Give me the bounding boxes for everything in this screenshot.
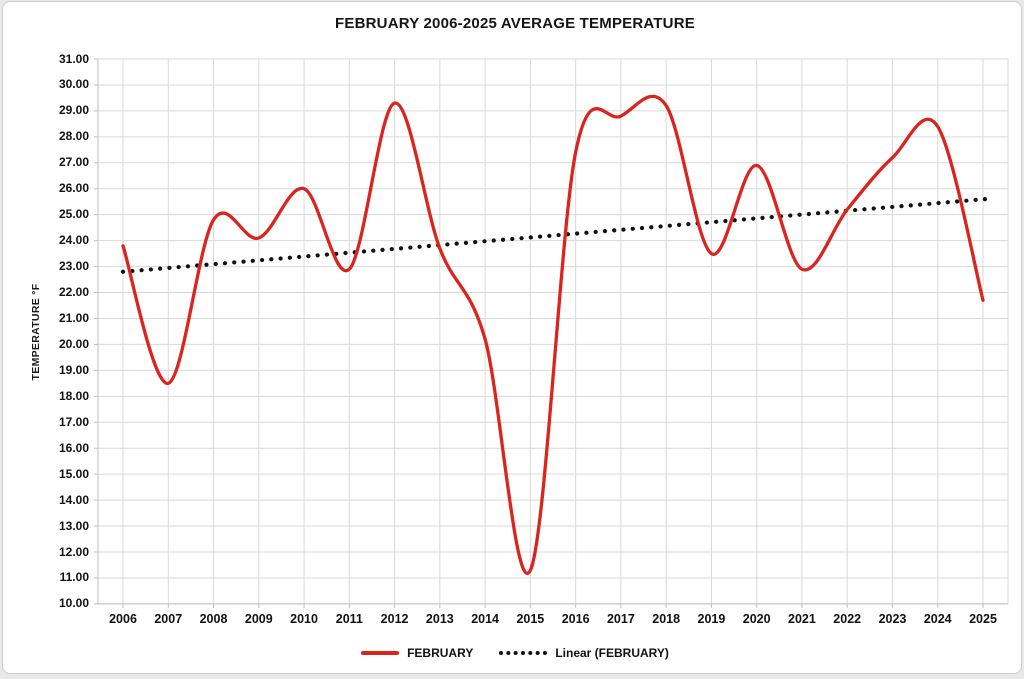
x-tick-label: 2024 xyxy=(923,612,952,626)
y-tick-label: 28.00 xyxy=(58,129,89,144)
legend-item-linear: Linear (FEBRUARY) xyxy=(499,646,669,660)
x-tick-label: 2015 xyxy=(516,612,545,626)
y-tick-label: 20.00 xyxy=(58,336,89,351)
plot-area xyxy=(94,58,1009,608)
x-tick-label: 2025 xyxy=(969,612,997,626)
y-tick-label: 23.00 xyxy=(58,259,89,274)
x-tick-label: 2010 xyxy=(290,612,318,626)
x-tick-label: 2006 xyxy=(109,612,137,626)
x-tick-label: 2012 xyxy=(380,612,409,626)
february-series-line xyxy=(121,94,985,575)
gridlines xyxy=(98,58,1009,605)
x-tick-label: 2017 xyxy=(606,612,635,626)
y-tick-label: 15.00 xyxy=(58,466,89,481)
x-tick-label: 2008 xyxy=(199,612,228,626)
x-tick-label: 2007 xyxy=(154,612,183,626)
y-tick-label: 29.00 xyxy=(58,103,89,118)
legend-item-february: FEBRUARY xyxy=(361,646,473,660)
y-tick-label: 11.00 xyxy=(59,570,89,585)
x-tick-label: 2020 xyxy=(742,612,771,626)
y-tick-label: 17.00 xyxy=(58,414,89,429)
linear-trend-line xyxy=(120,197,988,274)
data-series xyxy=(120,94,988,575)
x-tick-label: 2009 xyxy=(244,612,273,626)
y-tick-label: 21.00 xyxy=(58,310,89,325)
y-tick-label: 26.00 xyxy=(58,181,89,196)
y-tick-label: 25.00 xyxy=(58,207,89,222)
x-tick-label: 2022 xyxy=(833,612,862,626)
x-tick-label: 2023 xyxy=(878,612,907,626)
x-tick-label: 2011 xyxy=(335,612,363,626)
x-tick-label: 2021 xyxy=(788,612,816,626)
y-tick-label: 12.00 xyxy=(58,544,89,559)
y-tick-label: 10.00 xyxy=(58,596,89,611)
legend: FEBRUARY Linear (FEBRUARY) xyxy=(3,646,1024,660)
y-tick-label: 18.00 xyxy=(58,388,89,403)
chart-title: FEBRUARY 2006-2025 AVERAGE TEMPERATURE xyxy=(335,15,695,32)
y-tick-label: 24.00 xyxy=(58,233,89,248)
y-tick-label: 30.00 xyxy=(58,77,89,92)
february-line-swatch-icon xyxy=(361,651,400,655)
y-tick-label: 19.00 xyxy=(58,362,89,377)
x-tick-label: 2019 xyxy=(697,612,726,626)
x-tick-label: 2013 xyxy=(425,612,454,626)
axes-and-ticks xyxy=(94,58,1008,608)
y-tick-label: 13.00 xyxy=(58,518,89,533)
linear-dotted-swatch-icon xyxy=(499,651,548,655)
y-tick-label: 16.00 xyxy=(58,440,89,455)
y-tick-label: 31.00 xyxy=(58,51,89,66)
y-tick-label: 27.00 xyxy=(58,155,89,170)
y-tick-label: 22.00 xyxy=(58,285,89,300)
x-tick-label: 2018 xyxy=(652,612,681,626)
y-tick-label: 14.00 xyxy=(58,492,89,507)
legend-label-february: FEBRUARY xyxy=(407,646,474,660)
x-tick-label: 2014 xyxy=(471,612,499,626)
x-tick-label: 2016 xyxy=(561,612,590,626)
legend-label-linear: Linear (FEBRUARY) xyxy=(555,646,669,660)
